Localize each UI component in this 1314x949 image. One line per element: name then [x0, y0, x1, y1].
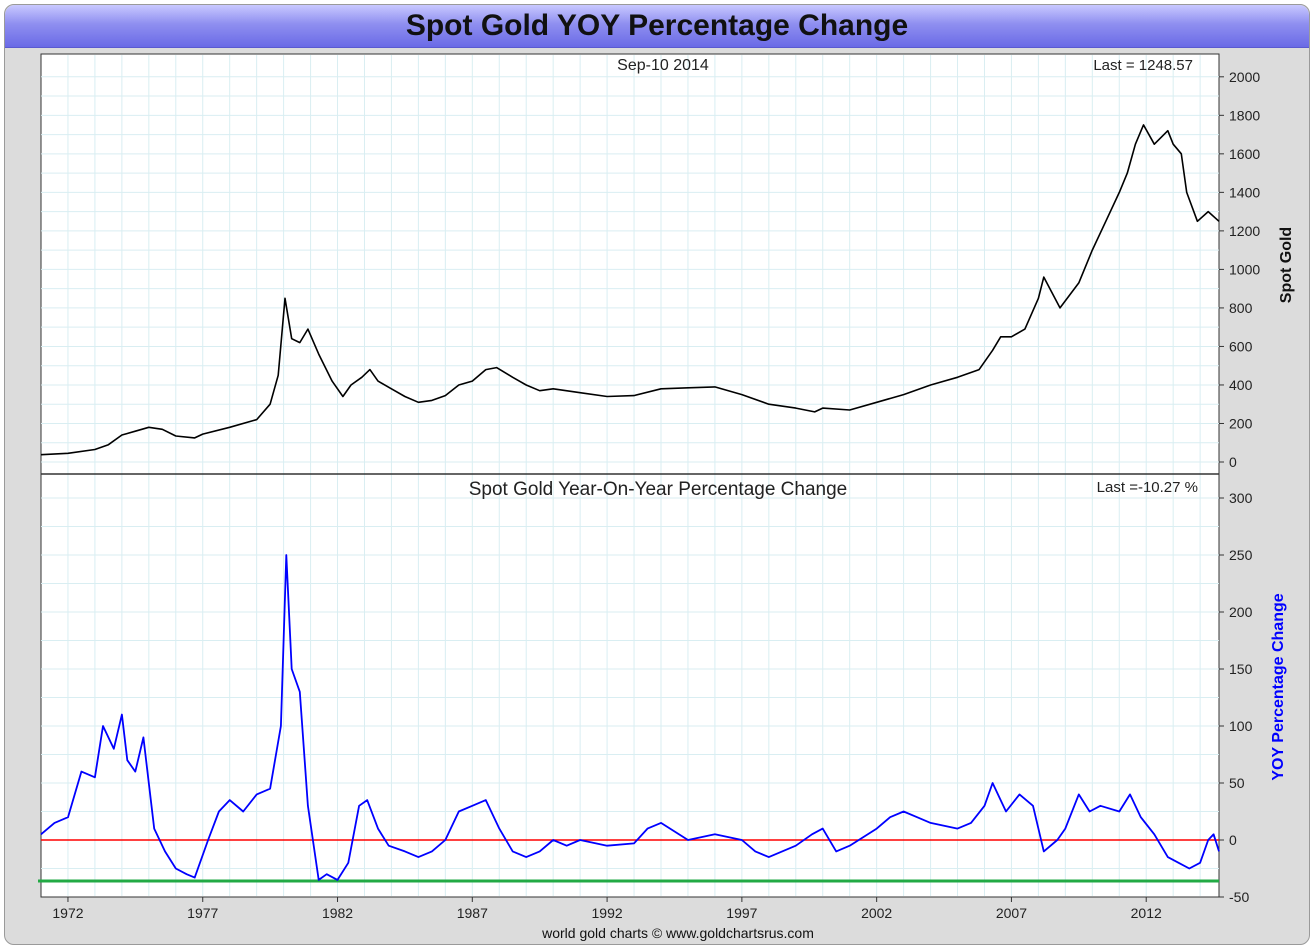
x-tick-label: 1972: [52, 905, 83, 921]
x-tick-label: 1982: [322, 905, 353, 921]
y-tick-label: 1800: [1229, 107, 1260, 123]
y-tick-label: 150: [1229, 661, 1253, 677]
yoy-change-line: [40, 554, 1220, 881]
y-tick-label: 100: [1229, 718, 1253, 734]
tick-labels: 0200400600800100012001400160018002000-50…: [52, 69, 1260, 921]
x-tick-label: 2012: [1131, 905, 1162, 921]
y-tick-label: 50: [1229, 775, 1245, 791]
y-tick-label: 1600: [1229, 146, 1260, 162]
plot-background: [40, 53, 1220, 898]
x-tick-label: 1977: [187, 905, 218, 921]
series-layer: [40, 124, 1220, 881]
y-tick-label: 250: [1229, 547, 1253, 563]
y-tick-label: 1200: [1229, 223, 1260, 239]
y-tick-label: 1000: [1229, 261, 1260, 277]
y-tick-label: 800: [1229, 300, 1253, 316]
y-tick-label: 200: [1229, 604, 1253, 620]
x-tick-label: 2002: [861, 905, 892, 921]
x-tick-label: 2007: [996, 905, 1027, 921]
y-tick-label: -50: [1229, 889, 1249, 905]
reference-lines: [38, 839, 1219, 883]
y-tick-label: 200: [1229, 415, 1253, 431]
x-tick-label: 1997: [726, 905, 757, 921]
bottom-panel-title: Spot Gold Year-On-Year Percentage Change: [469, 479, 848, 500]
y-tick-label: 300: [1229, 490, 1253, 506]
date-label: Sep-10 2014: [617, 57, 709, 74]
x-tick-label: 1987: [457, 905, 488, 921]
top-y-axis-label: Spot Gold: [1278, 227, 1295, 303]
x-tick-label: 1992: [592, 905, 623, 921]
bottom-last-label: Last =-10.27 %: [1097, 479, 1198, 496]
chart-title: Spot Gold YOY Percentage Change: [405, 9, 909, 42]
y-tick-label: 0: [1229, 454, 1237, 470]
y-tick-label: 0: [1229, 832, 1237, 848]
y-tick-label: 1400: [1229, 184, 1260, 200]
bottom-y-axis-label: YOY Percentage Change: [1270, 593, 1287, 780]
spot-gold-line: [40, 124, 1220, 456]
y-tick-label: 2000: [1229, 69, 1260, 85]
title-bar: Spot Gold YOY Percentage Change: [5, 5, 1309, 48]
footer-credit: world gold charts © www.goldchartsrus.co…: [541, 925, 814, 941]
y-tick-label: 600: [1229, 338, 1253, 354]
grid: [41, 55, 1219, 896]
top-last-label: Last = 1248.57: [1093, 57, 1193, 74]
y-tick-label: 400: [1229, 377, 1253, 393]
